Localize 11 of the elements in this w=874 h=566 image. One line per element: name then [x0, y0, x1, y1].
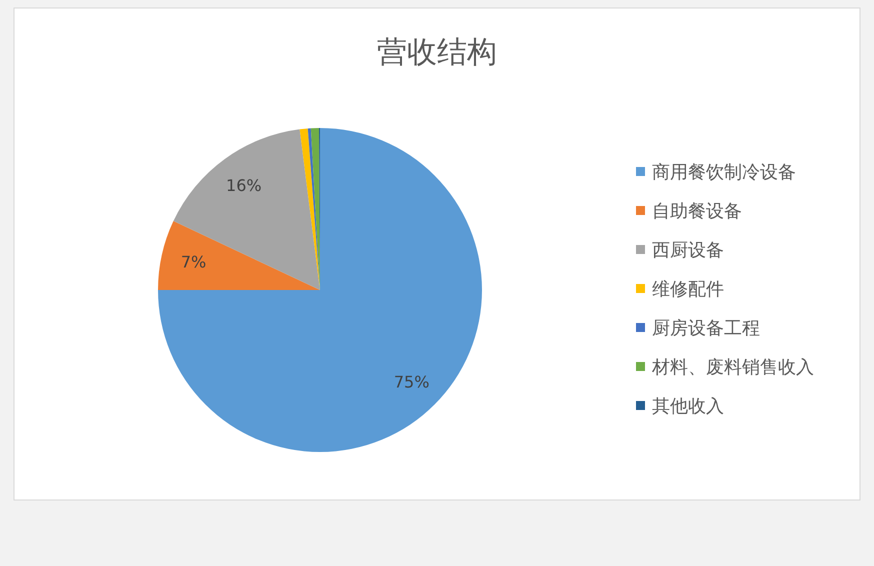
legend-label: 材料、废料销售收入 — [651, 357, 814, 378]
legend-label: 西厨设备 — [652, 240, 724, 261]
chart-title: 营收结构 — [377, 35, 497, 70]
data-label: 7% — [180, 252, 206, 272]
data-label: 75% — [394, 372, 430, 392]
data-label: 16% — [226, 176, 262, 196]
legend-label: 厨房设备工程 — [652, 318, 760, 339]
legend-label: 商用餐饮制冷设备 — [652, 162, 796, 183]
legend-label: 维修配件 — [652, 279, 724, 300]
legend-label: 其他收入 — [652, 396, 724, 417]
legend-label: 自助餐设备 — [652, 201, 742, 222]
